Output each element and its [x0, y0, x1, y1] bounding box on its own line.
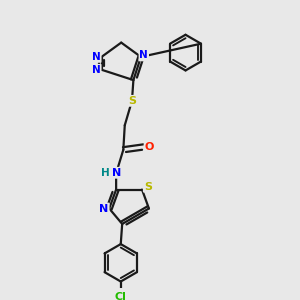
Text: S: S: [144, 182, 152, 192]
Text: N: N: [92, 65, 101, 75]
Text: S: S: [128, 96, 136, 106]
Text: N: N: [140, 50, 148, 61]
Text: H: H: [101, 168, 110, 178]
Text: N: N: [99, 203, 109, 214]
Text: N: N: [112, 168, 121, 178]
Text: Cl: Cl: [115, 292, 127, 300]
Text: N: N: [92, 52, 101, 62]
Text: O: O: [145, 142, 154, 152]
